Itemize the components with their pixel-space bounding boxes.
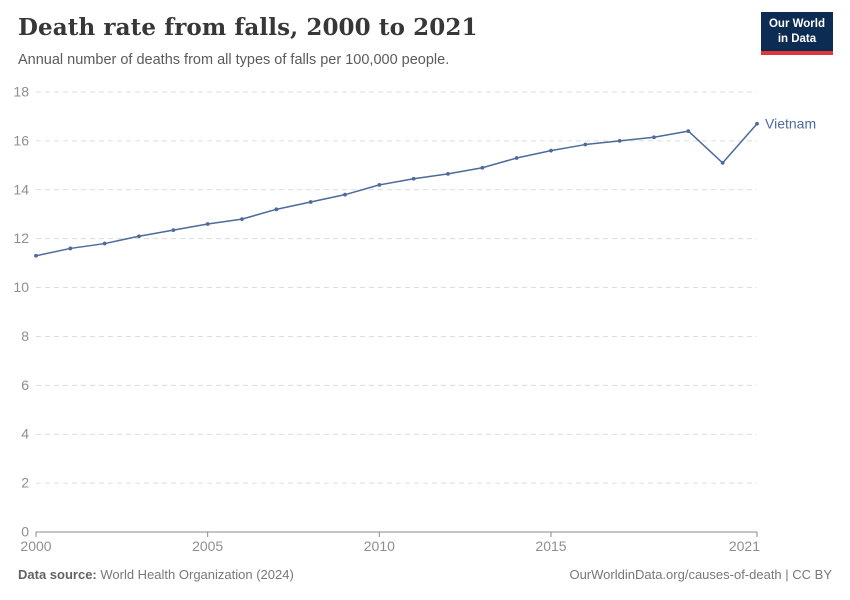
chart-title: Death rate from falls, 2000 to 2021 [18, 14, 478, 41]
chart-canvas[interactable]: 0 2 4 6 8 10 12 14 16 18 2000 2005 2010 2015 2021 Vietn… [0, 0, 850, 560]
data-point[interactable] [68, 246, 73, 251]
data-point[interactable] [102, 241, 107, 246]
data-point[interactable] [343, 192, 347, 197]
data-point[interactable] [480, 165, 485, 170]
owid-logo-line1: Our World [768, 18, 825, 30]
series-line-vietnam[interactable] [35, 123, 758, 257]
data-point[interactable] [377, 182, 382, 187]
data-point[interactable] [549, 148, 553, 153]
owid-logo[interactable]: Our World in Data [760, 12, 833, 55]
data-point[interactable] [652, 135, 656, 140]
data-point[interactable] [686, 129, 691, 134]
data-point[interactable] [274, 207, 279, 212]
data-point[interactable] [137, 234, 141, 239]
footer-citation-link[interactable]: OurWorldinData.org/causes-of-death | CC … [569, 567, 832, 582]
y-axis-tick-label: 12 [13, 230, 29, 246]
x-axis-tick-label: 2010 [364, 538, 395, 554]
x-axis-tick-label: 2000 [20, 538, 51, 554]
y-axis-tick-label: 18 [13, 84, 29, 100]
footer-source: Data source: World Health Organization (… [18, 567, 294, 582]
data-point[interactable] [171, 228, 176, 233]
data-source-label: Data source: [18, 567, 97, 582]
data-point[interactable] [446, 171, 450, 176]
data-point[interactable] [34, 253, 38, 258]
chart-subtitle: Annual number of deaths from all types o… [18, 52, 450, 68]
chart-footer: Data source: World Health Organization (… [18, 567, 832, 582]
y-axis-tick-label: 10 [13, 279, 29, 295]
data-point[interactable] [617, 138, 622, 143]
data-point[interactable] [308, 200, 313, 204]
data-source-value: World Health Organization (2024) [96, 567, 294, 582]
y-axis-tick-label: 14 [13, 181, 29, 197]
x-axis-tick-label: 2015 [535, 538, 566, 554]
y-axis-tick-label: 0 [21, 524, 29, 540]
data-point[interactable] [240, 217, 244, 222]
x-axis-tick-label: 2021 [729, 538, 760, 554]
data-point[interactable] [205, 222, 210, 226]
data-point[interactable] [411, 176, 416, 181]
y-axis-tick-label: 8 [21, 328, 29, 344]
x-axis-tick-label: 2005 [192, 538, 223, 554]
data-point[interactable] [720, 160, 725, 165]
y-axis-tick-label: 6 [21, 377, 29, 393]
y-axis-tick-label: 4 [21, 426, 29, 442]
y-axis-tick-label: 2 [21, 475, 29, 491]
data-point[interactable] [755, 121, 759, 126]
data-point[interactable] [583, 142, 588, 147]
series-end-label[interactable]: Vietnam [765, 115, 816, 131]
y-axis-tick-label: 16 [13, 132, 29, 148]
owid-logo-line2: in Data [777, 32, 817, 45]
data-point[interactable] [514, 156, 519, 160]
